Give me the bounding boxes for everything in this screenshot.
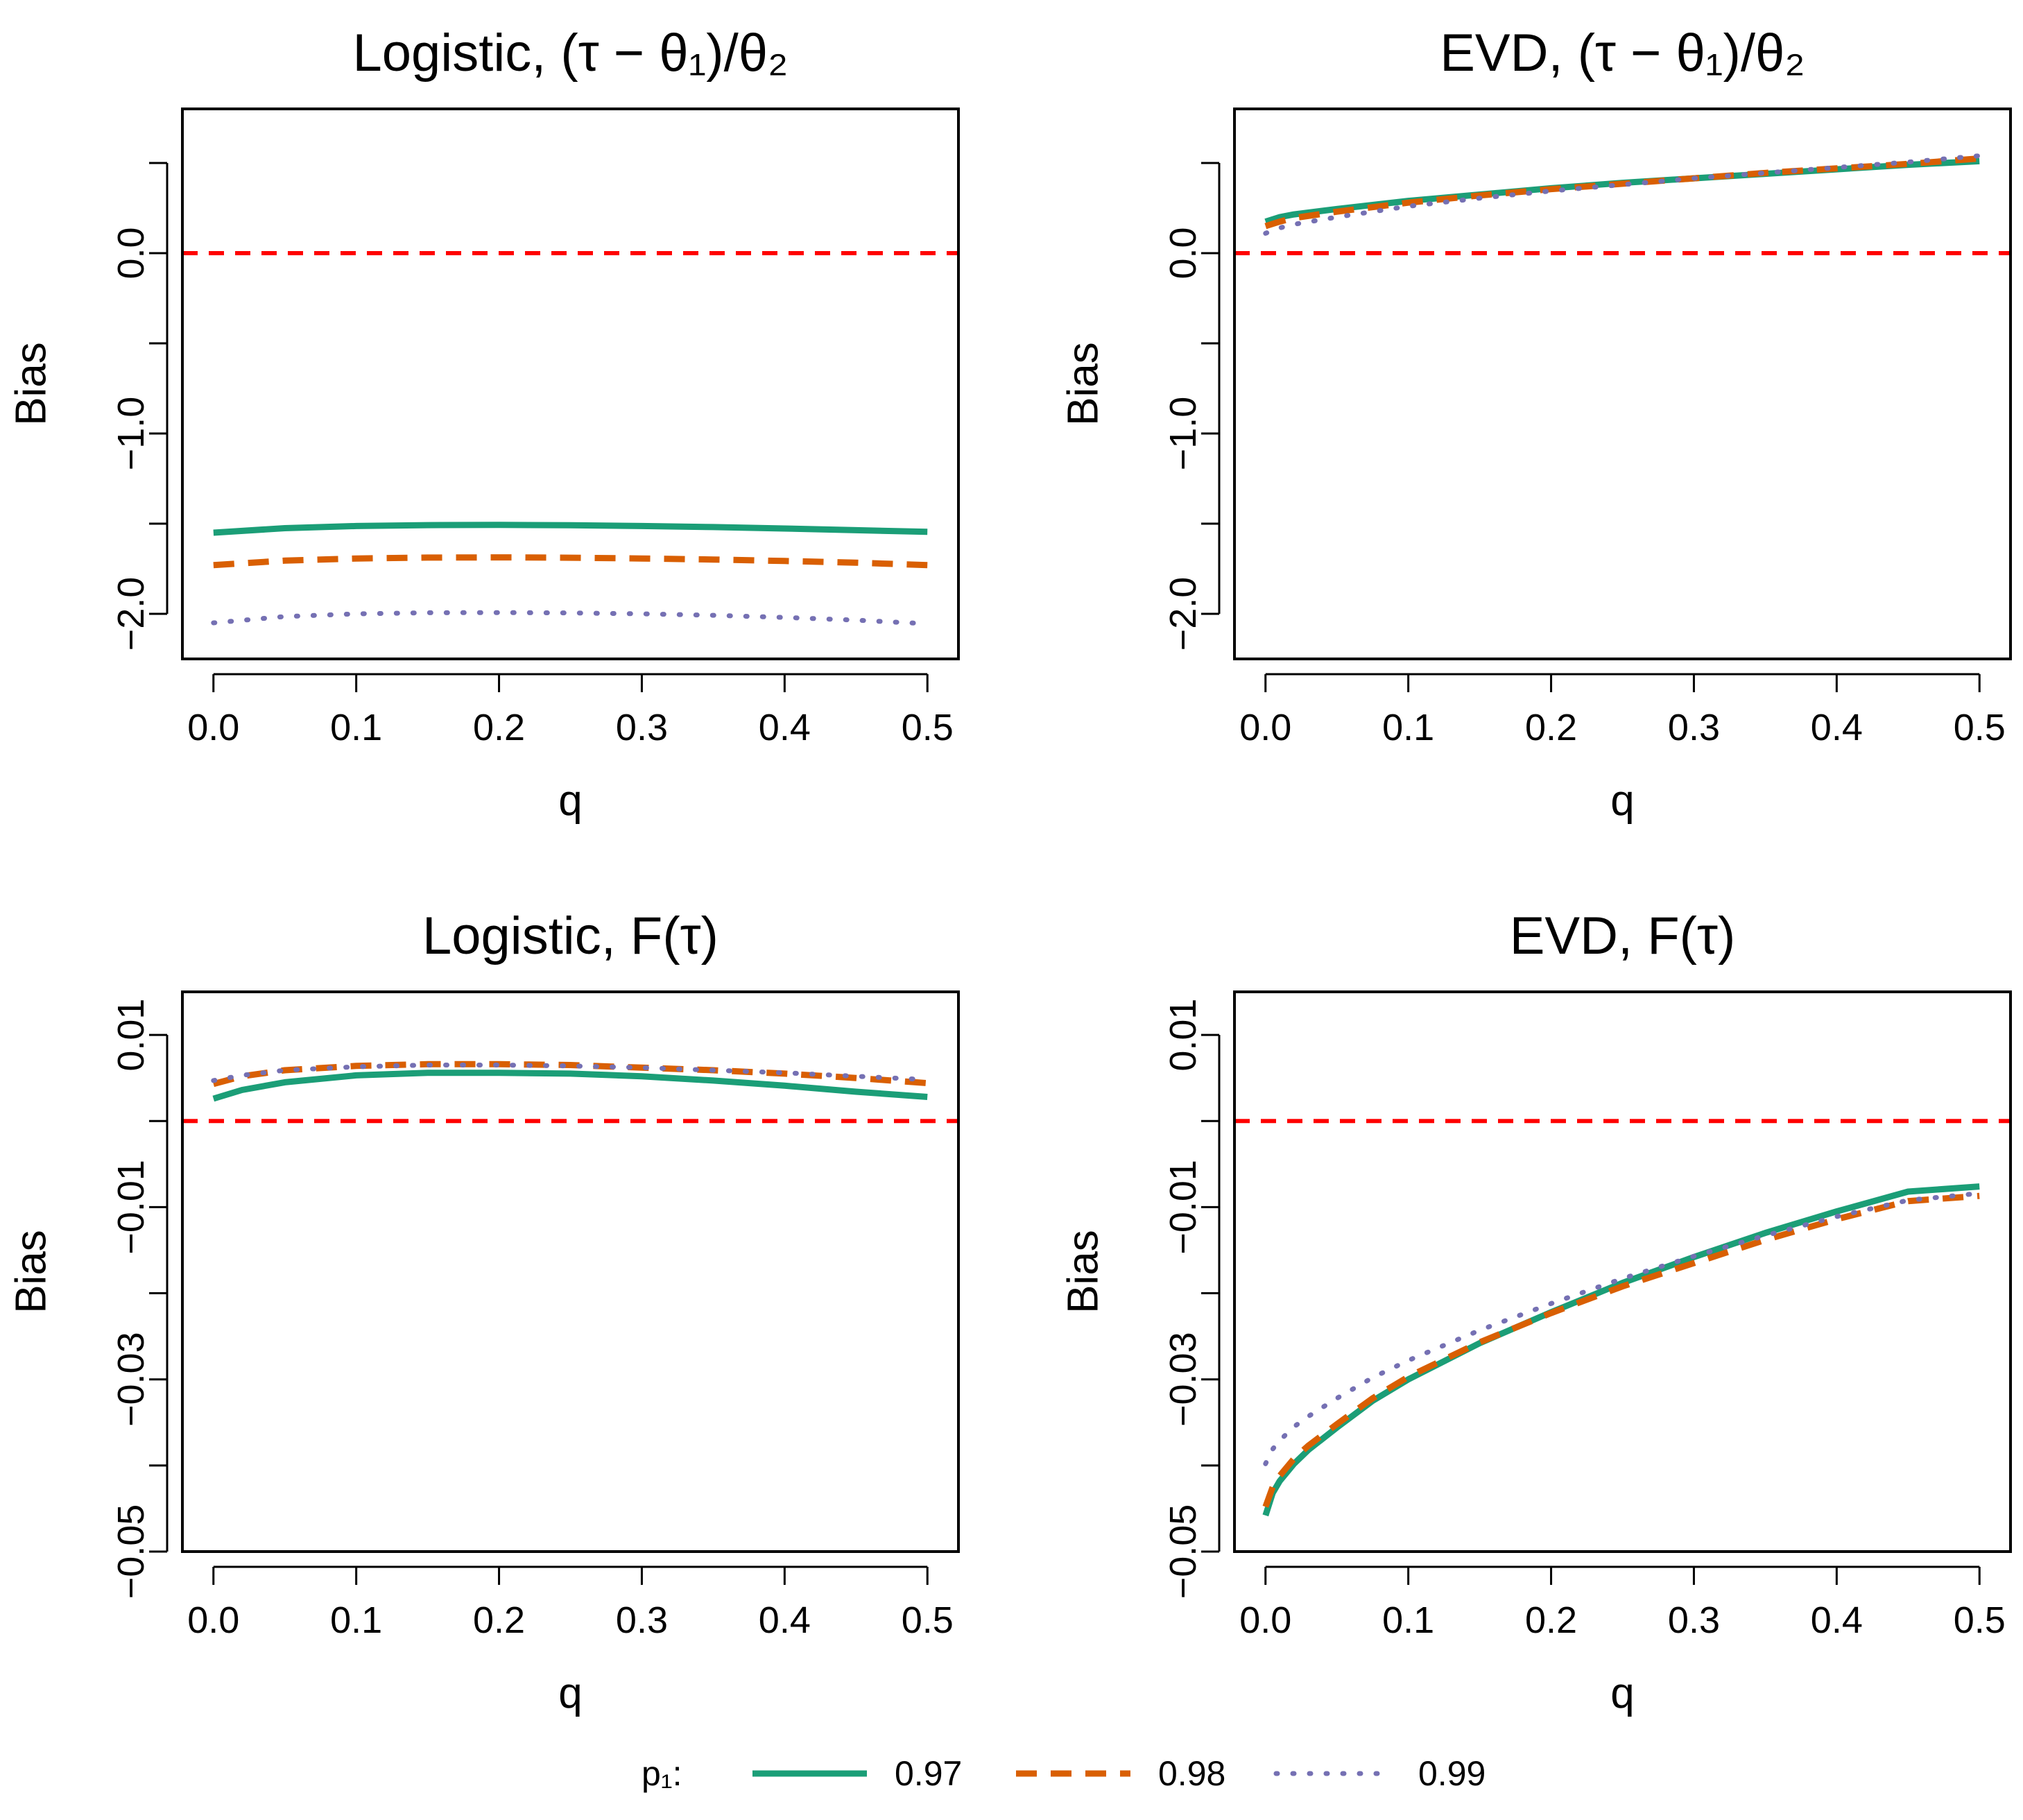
x-tick-label: 0.0 xyxy=(1239,707,1291,748)
y-axis-label: Bias xyxy=(1060,342,1108,426)
series-line-0.98 xyxy=(1264,155,1980,230)
x-tick-label: 0.2 xyxy=(1525,1599,1577,1641)
plot-frame xyxy=(1233,108,2012,660)
x-tick-label: 0.1 xyxy=(330,1599,382,1641)
x-tick-label: 0.2 xyxy=(1525,707,1577,748)
x-axis-label: q xyxy=(558,1669,582,1717)
x-tick-label: 0.4 xyxy=(1811,1599,1863,1641)
x-tick-label: 0.5 xyxy=(902,707,954,748)
y-axis-label: Bias xyxy=(1060,1230,1108,1314)
panel-4: EVD, F(τ) 0.0 0.1 0.2 0.3 0.4 0.5 −0.05 −0.03 −0.… xyxy=(1060,907,2012,1717)
y-axis-label: Bias xyxy=(8,342,55,426)
x-tick-label: 0.3 xyxy=(616,1599,668,1641)
panel-title: Logistic, (τ − θ₁)/θ₂ xyxy=(353,24,789,83)
series-line-0.99 xyxy=(211,610,930,626)
x-tick-label: 0.0 xyxy=(187,707,239,748)
y-tick-label: −2.0 xyxy=(1162,577,1204,651)
x-tick-label: 0.1 xyxy=(1382,707,1434,748)
series-line-0.97 xyxy=(212,1070,928,1102)
x-tick-label: 0.4 xyxy=(759,1599,811,1641)
legend-label-0.97: 0.97 xyxy=(895,1754,962,1793)
y-tick-label: −0.05 xyxy=(110,1504,152,1599)
series-line-0.98 xyxy=(1262,1192,1980,1508)
series-line-0.97 xyxy=(213,522,928,536)
x-tick-label: 0.0 xyxy=(187,1599,239,1641)
series-line-0.97 xyxy=(1262,1183,1980,1517)
x-axis-label: q xyxy=(558,777,582,825)
panel-3: Logistic, F(τ) 0.0 0.1 0.2 0.3 0.4 0.5 −0.05 −0.… xyxy=(8,907,960,1717)
series-line-0.97 xyxy=(1264,157,1980,225)
x-tick-label: 0.3 xyxy=(616,707,668,748)
x-tick-label: 0.4 xyxy=(1811,707,1863,748)
y-tick-label: 0.01 xyxy=(110,999,152,1072)
x-tick-label: 0.3 xyxy=(1668,707,1720,748)
x-tick-label: 0.0 xyxy=(1239,1599,1291,1641)
y-tick-label: −1.0 xyxy=(110,397,152,471)
series-line-0.98 xyxy=(212,1061,928,1088)
legend-title: p₁: xyxy=(642,1754,682,1793)
y-tick-label: −0.01 xyxy=(110,1160,152,1255)
y-tick-label: −0.03 xyxy=(1162,1332,1204,1427)
plot-frame xyxy=(181,108,960,660)
legend-label-0.98: 0.98 xyxy=(1158,1754,1225,1793)
x-tick-label: 0.1 xyxy=(330,707,382,748)
legend: p₁: 0.97 0.98 0.99 xyxy=(642,1754,1486,1793)
y-axis-label: Bias xyxy=(8,1230,55,1314)
x-tick-label: 0.1 xyxy=(1382,1599,1434,1641)
panel-1: Logistic, (τ − θ₁)/θ₂ 0.0 0.1 0.2 0.3 0.4 0.5 −… xyxy=(8,24,960,825)
panel-title: EVD, F(τ) xyxy=(1510,907,1736,965)
plot-frame xyxy=(1233,990,2012,1553)
series-line-0.99 xyxy=(1263,1191,1982,1466)
legend-label-0.99: 0.99 xyxy=(1418,1754,1486,1793)
y-tick-label: −0.03 xyxy=(110,1332,152,1427)
x-tick-label: 0.5 xyxy=(1954,1599,2006,1641)
series-line-0.99 xyxy=(211,1063,930,1083)
x-tick-label: 0.3 xyxy=(1668,1599,1720,1641)
y-tick-label: −0.05 xyxy=(1162,1504,1204,1599)
x-axis-label: q xyxy=(1610,777,1634,825)
y-tick-label: 0.0 xyxy=(1162,227,1204,279)
series-line-0.98 xyxy=(213,554,928,569)
x-axis-label: q xyxy=(1610,1669,1634,1717)
panel-title: EVD, (τ − θ₁)/θ₂ xyxy=(1440,24,1805,83)
y-tick-label: 0.0 xyxy=(110,227,152,279)
y-tick-label: 0.01 xyxy=(1162,999,1204,1072)
plot-frame xyxy=(181,990,960,1553)
x-tick-label: 0.2 xyxy=(473,707,525,748)
x-tick-label: 0.2 xyxy=(473,1599,525,1641)
panel-title: Logistic, F(τ) xyxy=(422,907,718,965)
x-tick-label: 0.5 xyxy=(902,1599,954,1641)
panel-2: EVD, (τ − θ₁)/θ₂ 0.0 0.1 0.2 0.3 0.4 0.5 −2.0 −1… xyxy=(1060,24,2012,825)
y-tick-label: −2.0 xyxy=(110,577,152,651)
y-tick-label: −1.0 xyxy=(1162,397,1204,471)
y-tick-label: −0.01 xyxy=(1162,1160,1204,1255)
x-tick-label: 0.4 xyxy=(759,707,811,748)
x-tick-label: 0.5 xyxy=(1954,707,2006,748)
